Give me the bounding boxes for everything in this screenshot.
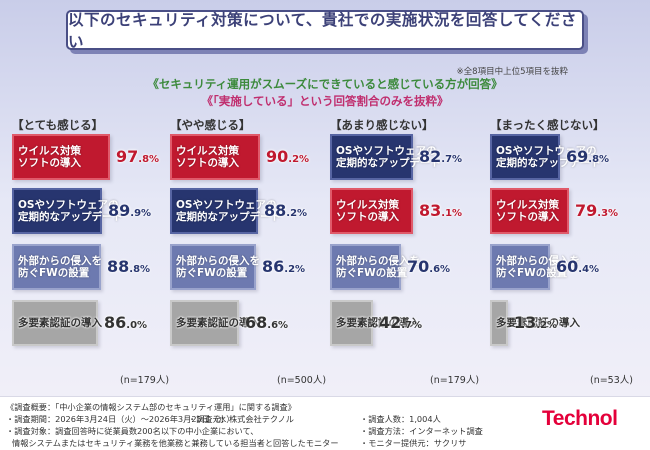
subtitle-respondents: 《セキュリティ運用がスムーズにできていると感じている方が回答》 (147, 77, 503, 91)
bar-label: 多要素認証の導入 (176, 317, 260, 329)
bar (12, 300, 98, 346)
bar (330, 300, 373, 346)
group-title: 【まったく感じない】 (490, 118, 605, 132)
bar-row: 外部からの侵入を 防ぐFWの設置 86.2% (170, 244, 320, 290)
bar-label: ウイルス対策 ソフトの導入 (18, 145, 81, 169)
bar (170, 244, 256, 290)
survey-overview: 《調査概要：「中小企業の情報システム部のセキュリティ運用」に関する調査》 (6, 402, 296, 412)
value-label: 60.4% (556, 257, 600, 276)
bar (330, 188, 413, 234)
bar-label: 外部からの侵入を 防ぐFWの設置 (176, 255, 260, 279)
value-label: 13.2% (514, 313, 558, 332)
footer-panel (0, 396, 650, 450)
value-label: 79.3% (575, 201, 619, 220)
bar-row: ウイルス対策 ソフトの導入 83.1% (330, 188, 480, 234)
bar (490, 244, 550, 290)
bar (170, 188, 258, 234)
group-title: 【あまり感じない】 (330, 118, 434, 132)
value-label: 89.9% (108, 201, 152, 220)
bar-label: ウイルス対策 ソフトの導入 (496, 199, 559, 223)
survey-sponsor: ・調査元：株式会社テクノル (188, 414, 294, 424)
bar-row: 外部からの侵入を 防ぐFWの設置 70.6% (330, 244, 480, 290)
value-label: 82.7% (419, 147, 463, 166)
value-label: 97.8% (116, 147, 160, 166)
bar-label: OSやソフトウェアの 定期的なアップデート (336, 145, 441, 169)
bar-row: ウイルス対策 ソフトの導入 79.3% (490, 188, 640, 234)
bar (490, 300, 508, 346)
value-label: 86.2% (262, 257, 306, 276)
bar-row: 外部からの侵入を 防ぐFWの設置 60.4% (490, 244, 640, 290)
bar-row: 多要素認証の導入 68.6% (170, 300, 320, 346)
bar-label: OSやソフトウェアの 定期的なアップデート (176, 199, 281, 223)
survey-provider: ・モニター提供元：サクリサ (360, 438, 467, 448)
bar-row: OSやソフトウェアの 定期的なアップデート 82.7% (330, 134, 480, 180)
sample-size-label: (n=53人) (590, 375, 633, 386)
bar-row: OSやソフトウェアの 定期的なアップデート 88.2% (170, 188, 320, 234)
group-column: 【あまり感じない】 OSやソフトウェアの 定期的なアップデート 82.7% ウイルス対… (330, 116, 480, 391)
bar (490, 188, 569, 234)
bar (12, 244, 101, 290)
group-title: 【やや感じる】 (170, 118, 251, 132)
subtitle-excerpt: 《「実施している」という回答割合のみを抜粋》 (201, 94, 449, 108)
bar (490, 134, 560, 180)
value-label: 70.6% (407, 257, 451, 276)
bar-row: ウイルス対策 ソフトの導入 90.2% (170, 134, 320, 180)
group-column: 【まったく感じない】 OSやソフトウェアの 定期的なアップデート 69.8% ウイルス… (490, 116, 640, 391)
page-title: 以下のセキュリティ対策について、貴社での実施状況を回答してください (66, 10, 584, 51)
value-label: 83.1% (419, 201, 463, 220)
bar (330, 134, 413, 180)
bar-label: ウイルス対策 ソフトの導入 (336, 199, 399, 223)
value-label: 88.2% (264, 201, 308, 220)
survey-target-line-1: ・調査対象：調査回答時に従業員数200名以下の中小企業において、 (6, 426, 259, 436)
bar-label: OSやソフトウェアの 定期的なアップデート (496, 145, 601, 169)
bar-label: 外部からの侵入を 防ぐFWの設置 (18, 255, 102, 279)
survey-method: ・調査方法：インターネット調査 (360, 426, 483, 436)
bar-row: 外部からの侵入を 防ぐFWの設置 88.8% (12, 244, 162, 290)
sample-size-label: (n=179人) (120, 375, 170, 386)
excerpt-note: ※全8項目中上位5項目を抜粋 (456, 67, 568, 77)
value-label: 90.2% (266, 147, 310, 166)
survey-period: ・調査期間：2026年3月24日（火）～2026年3月25日（水） (6, 414, 235, 424)
survey-target-line-2: 情報システムまたはセキュリティ業務を他業務と兼務している担当者と回答したモニター (12, 438, 339, 448)
sample-size-label: (n=179人) (430, 375, 480, 386)
bar-label: OSやソフトウェアの 定期的なアップデート (18, 199, 123, 223)
value-label: 88.8% (107, 257, 151, 276)
bar-label: 外部からの侵入を 防ぐFWの設置 (336, 255, 420, 279)
bar-label: ウイルス対策 ソフトの導入 (176, 145, 239, 169)
bar (12, 134, 110, 180)
bar-row: 多要素認証の導入 13.2% (490, 300, 640, 346)
bar (12, 188, 102, 234)
value-label: 86.0% (104, 313, 148, 332)
bar-row: OSやソフトウェアの 定期的なアップデート 69.8% (490, 134, 640, 180)
technol-logo: Technol (542, 407, 618, 430)
bar-row: 多要素認証の導入 42.7% (330, 300, 480, 346)
bar (170, 300, 239, 346)
bar-label: 外部からの侵入を 防ぐFWの設置 (496, 255, 580, 279)
bar-row: OSやソフトウェアの 定期的なアップデート 89.9% (12, 188, 162, 234)
bar-label: 多要素認証の導入 (496, 317, 580, 329)
value-label: 69.8% (566, 147, 610, 166)
bar (170, 134, 260, 180)
value-label: 68.6% (245, 313, 289, 332)
bar-row: 多要素認証の導入 86.0% (12, 300, 162, 346)
survey-respondents: ・調査人数：1,004人 (360, 414, 441, 424)
sample-size-label: (n=500人) (277, 375, 327, 386)
bar-label: 多要素認証の導入 (18, 317, 102, 329)
group-column: 【とても感じる】ウイルス対策 ソフトの導入 97.8% OSやソフトウェアの 定期的… (12, 116, 162, 391)
bar-label: 多要素認証の導入 (336, 317, 420, 329)
value-label: 42.7% (379, 313, 423, 332)
group-title: 【とても感じる】 (12, 118, 104, 132)
group-column: 【やや感じる】ウイルス対策 ソフトの導入 90.2% OSやソフトウェアの 定期的な… (170, 116, 320, 391)
bar (330, 244, 401, 290)
bar-row: ウイルス対策 ソフトの導入 97.8% (12, 134, 162, 180)
